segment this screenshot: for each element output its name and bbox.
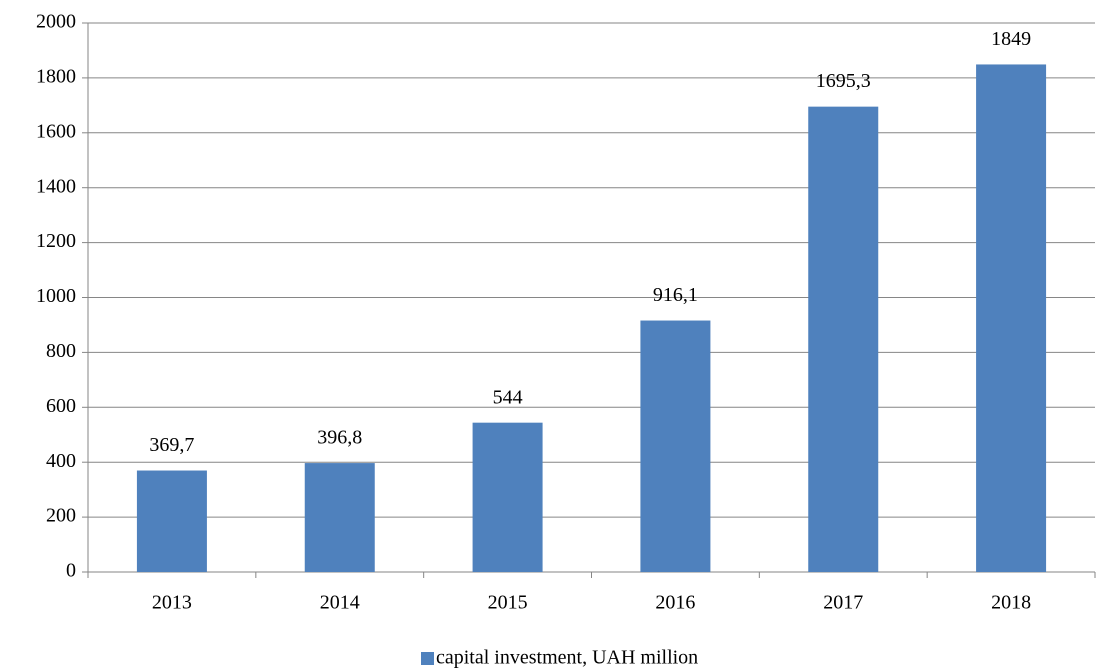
y-tick-label: 600 xyxy=(46,395,76,417)
x-tick-label: 2018 xyxy=(991,592,1031,614)
y-tick-label: 0 xyxy=(66,560,76,582)
value-label: 369,7 xyxy=(149,434,194,456)
value-label: 1849 xyxy=(991,28,1031,50)
y-tick-label: 1200 xyxy=(36,230,76,252)
y-tick-label: 800 xyxy=(46,340,76,362)
legend-label: capital investment, UAH million xyxy=(436,647,698,669)
y-tick-label: 400 xyxy=(46,450,76,472)
x-tick-label: 2014 xyxy=(320,592,360,614)
value-label: 544 xyxy=(493,386,523,408)
y-tick-label: 1600 xyxy=(36,120,76,142)
y-tick-label: 1800 xyxy=(36,65,76,87)
y-tick-label: 1400 xyxy=(36,175,76,197)
x-tick-label: 2016 xyxy=(655,592,695,614)
bar xyxy=(304,463,375,572)
bar xyxy=(640,320,711,572)
y-tick-label: 200 xyxy=(46,505,76,527)
x-tick-label: 2015 xyxy=(488,592,528,614)
value-label: 396,8 xyxy=(317,427,362,449)
bar xyxy=(808,106,879,573)
x-tick-label: 2013 xyxy=(152,592,192,614)
bar xyxy=(472,422,543,572)
y-tick-label: 1000 xyxy=(36,285,76,307)
bar xyxy=(976,64,1047,573)
value-label: 916,1 xyxy=(653,284,698,306)
y-tick-label: 2000 xyxy=(36,11,76,33)
bar xyxy=(136,470,207,572)
legend-swatch xyxy=(421,652,434,665)
value-label: 1695,3 xyxy=(816,70,871,92)
x-tick-label: 2017 xyxy=(823,592,863,614)
